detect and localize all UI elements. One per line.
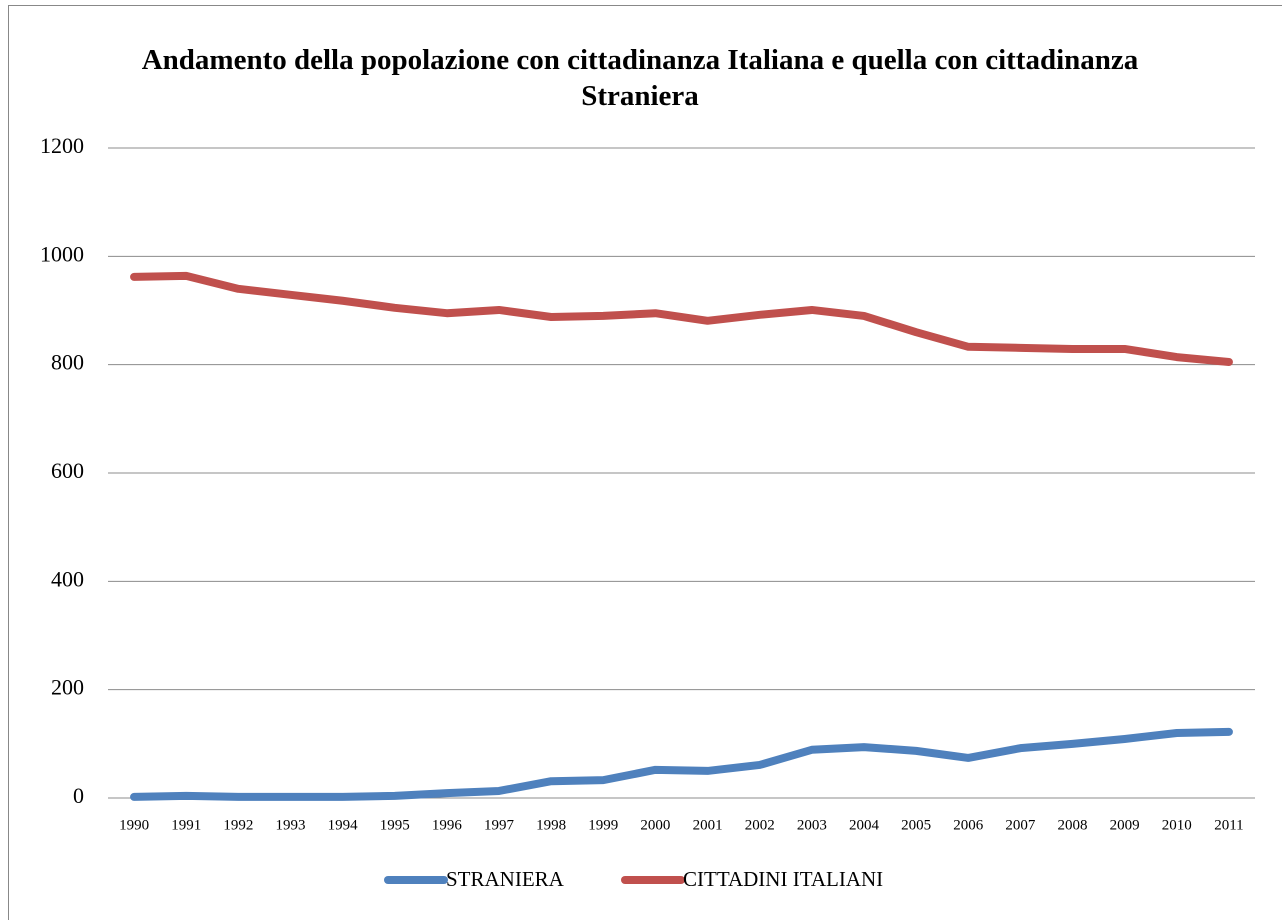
x-tick-label: 2011 — [1214, 817, 1243, 833]
y-tick-label: 800 — [51, 350, 84, 375]
y-tick-label: 1000 — [40, 241, 84, 266]
chart-title: Andamento della popolazione con cittadin… — [141, 44, 1139, 112]
chart-border — [8, 5, 1282, 920]
x-tick-label: 2010 — [1162, 817, 1192, 833]
x-tick-label: 2009 — [1110, 817, 1140, 833]
x-tick-label: 2001 — [693, 817, 723, 833]
legend-label: STRANIERA — [446, 867, 565, 891]
x-tick-label: 1993 — [275, 817, 305, 833]
x-tick-label: 2002 — [745, 817, 775, 833]
x-tick-label: 1997 — [484, 817, 515, 833]
series-line — [130, 727, 1233, 801]
x-tick-label: 1990 — [119, 817, 149, 833]
x-tick-label: 1998 — [536, 817, 566, 833]
x-tick-label: 1995 — [380, 817, 410, 833]
x-tick-label: 1999 — [588, 817, 618, 833]
x-tick-label: 2000 — [640, 817, 670, 833]
y-tick-label: 1200 — [40, 133, 84, 158]
y-tick-label: 0 — [73, 783, 84, 808]
series-line — [130, 271, 1233, 366]
x-tick-label: 2003 — [797, 817, 827, 833]
x-tick-label: 1996 — [432, 817, 463, 833]
y-tick-label: 600 — [51, 458, 84, 483]
x-tick-label: 2004 — [849, 817, 880, 833]
x-tick-label: 1994 — [328, 817, 359, 833]
x-tick-label: 2008 — [1058, 817, 1088, 833]
x-tick-label: 1991 — [171, 817, 201, 833]
y-tick-label: 200 — [51, 675, 84, 700]
x-tick-label: 2005 — [901, 817, 931, 833]
x-tick-label: 2007 — [1005, 817, 1036, 833]
x-tick-label: 1992 — [223, 817, 253, 833]
legend-label: CITTADINI ITALIANI — [683, 867, 883, 891]
y-tick-label: 400 — [51, 566, 84, 591]
x-tick-label: 2006 — [953, 817, 984, 833]
